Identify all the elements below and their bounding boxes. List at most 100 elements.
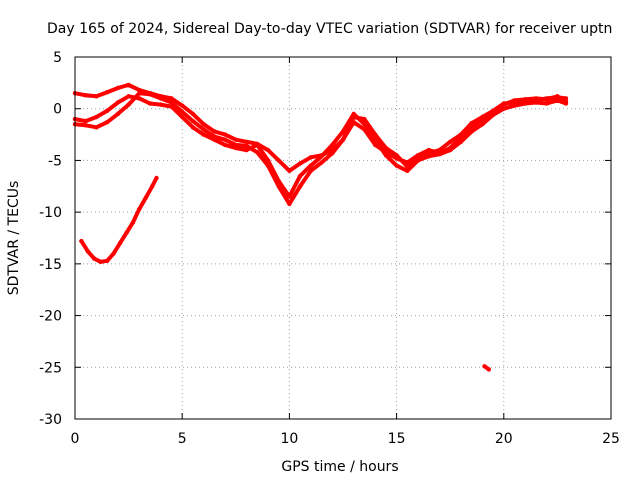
data-point — [137, 87, 142, 93]
y-tick-label: -20 — [39, 309, 62, 325]
data-point — [79, 238, 84, 244]
data-point — [222, 142, 228, 148]
data-point — [458, 139, 464, 144]
data-point — [105, 120, 110, 125]
data-point — [297, 161, 303, 166]
data-point — [351, 111, 356, 117]
axis-ticks: 0 5 10 15 20 25 5 0 -5 -10 -15 -20 -25 -30 — [39, 50, 620, 447]
data-point — [373, 132, 378, 137]
data-point — [533, 96, 539, 101]
data-point — [158, 102, 163, 107]
x-axis-label: GPS time / hours — [281, 459, 398, 475]
y-tick-label: -5 — [48, 153, 62, 169]
data-point — [480, 114, 485, 120]
data-point — [405, 168, 410, 173]
data-point — [180, 114, 185, 120]
data-point — [105, 108, 110, 114]
data-point — [383, 145, 389, 151]
data-point — [426, 151, 431, 156]
data-point — [137, 206, 142, 212]
data-point — [212, 134, 217, 139]
data-point — [94, 125, 99, 130]
data-point — [158, 96, 163, 101]
y-tick-label: 0 — [53, 102, 62, 118]
data-point — [469, 121, 474, 126]
data-point — [330, 151, 335, 156]
data-point — [533, 100, 539, 105]
data-point — [85, 249, 91, 254]
data-point — [469, 129, 474, 134]
data-point — [201, 127, 206, 132]
data-point — [137, 91, 142, 96]
data-point — [340, 137, 346, 142]
grid — [75, 57, 611, 419]
data-point — [111, 251, 116, 256]
data-point — [222, 132, 228, 137]
data-point — [201, 122, 206, 127]
data-point — [458, 132, 464, 137]
data-point — [147, 101, 153, 106]
data-point — [523, 97, 528, 102]
data-point — [394, 153, 399, 158]
data-point — [94, 114, 99, 120]
data-point — [126, 102, 131, 107]
data-point — [448, 139, 453, 144]
data-point — [405, 164, 410, 169]
data-point — [126, 82, 131, 88]
data-point — [94, 94, 99, 99]
data-point — [544, 101, 549, 106]
data-point — [105, 258, 110, 263]
data-point — [394, 163, 399, 168]
data-point — [287, 201, 292, 207]
data-point — [351, 114, 356, 120]
series-group — [72, 82, 569, 372]
data-point — [143, 195, 148, 200]
data-point — [480, 122, 485, 127]
x-tick-label: 10 — [280, 431, 298, 447]
y-tick-label: -10 — [39, 205, 62, 221]
data-point — [308, 168, 313, 173]
data-point — [486, 367, 491, 372]
x-tick-label: 5 — [178, 431, 187, 447]
data-point — [154, 175, 159, 181]
data-point — [222, 137, 228, 142]
data-point — [563, 99, 569, 104]
data-point — [115, 100, 121, 105]
data-point — [544, 97, 549, 102]
data-point — [437, 152, 442, 157]
data-point — [98, 259, 103, 264]
data-point — [130, 220, 136, 225]
data-point — [297, 173, 303, 179]
data-point — [319, 160, 324, 165]
data-point — [92, 256, 97, 261]
data-point — [319, 154, 324, 159]
data-point — [255, 150, 260, 155]
data-point — [180, 109, 185, 115]
data-point — [523, 101, 528, 106]
data-point — [490, 112, 496, 118]
data-point — [490, 108, 496, 114]
data-point — [330, 142, 335, 148]
data-point — [555, 94, 560, 99]
data-point — [501, 106, 506, 111]
x-tick-label: 25 — [602, 431, 620, 447]
data-point — [297, 184, 303, 189]
data-point — [437, 147, 442, 153]
data-point — [308, 163, 313, 168]
data-point — [276, 158, 281, 163]
data-point — [362, 116, 367, 122]
data-point — [137, 96, 142, 101]
data-point — [124, 230, 129, 235]
data-point — [126, 94, 131, 99]
data-point — [501, 101, 506, 106]
data-point — [244, 147, 249, 153]
y-tick-label: -15 — [39, 257, 62, 273]
data-point — [448, 147, 453, 153]
data-point — [287, 194, 292, 199]
data-point — [201, 132, 206, 137]
data-point — [190, 118, 196, 124]
chart-title: Day 165 of 2024, Sidereal Day-to-day VTE… — [47, 21, 612, 37]
data-point — [233, 137, 238, 142]
y-tick-label: -30 — [39, 412, 62, 428]
